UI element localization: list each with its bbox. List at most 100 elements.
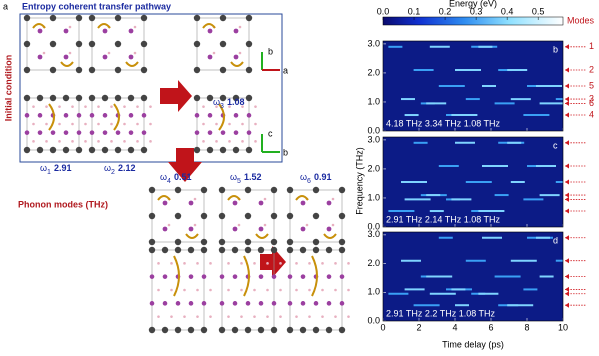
- atom: [114, 66, 122, 74]
- arrowhead: [565, 274, 569, 279]
- atom: [42, 51, 46, 55]
- motion-arrow: [311, 255, 318, 297]
- atom: [339, 274, 345, 279]
- atom: [286, 212, 294, 220]
- symbol: ω: [104, 163, 111, 173]
- value: 1.08: [227, 97, 245, 107]
- atom: [263, 223, 267, 227]
- value: 0.91: [314, 172, 332, 182]
- atom: [88, 40, 96, 48]
- atom: [37, 28, 43, 34]
- atom: [300, 274, 306, 279]
- atom: [187, 246, 195, 254]
- axis-letter: a: [283, 65, 288, 75]
- atom: [305, 223, 309, 227]
- atom: [76, 113, 82, 118]
- atom: [149, 274, 155, 279]
- arrowhead: [565, 235, 569, 241]
- atom: [174, 246, 182, 254]
- motion-arrow: [202, 23, 216, 29]
- motion-arrow: [32, 23, 46, 29]
- atom: [102, 113, 108, 118]
- atom: [232, 301, 238, 306]
- atom: [227, 315, 230, 318]
- atom: [123, 105, 126, 108]
- motion-arrow: [157, 195, 171, 201]
- atom: [140, 66, 148, 74]
- atom: [201, 301, 207, 306]
- atom: [338, 212, 346, 220]
- mode-label: ω2 2.12: [104, 163, 135, 175]
- atom: [32, 105, 35, 108]
- atom: [157, 315, 160, 318]
- atom: [140, 14, 148, 22]
- x-tick-label: 4: [452, 322, 457, 332]
- colorbar: [382, 16, 564, 26]
- atom: [232, 94, 240, 102]
- atom: [170, 288, 173, 292]
- atom: [312, 212, 320, 220]
- atom: [215, 122, 218, 126]
- y-tick-label: 2.0: [367, 163, 380, 173]
- atom: [114, 14, 122, 22]
- atom: [62, 94, 70, 102]
- colorbar-tick-label: 0.5: [532, 6, 545, 16]
- panel-frame: [382, 231, 564, 322]
- atom: [227, 288, 230, 292]
- arrowhead: [565, 100, 569, 106]
- atom: [321, 288, 324, 292]
- axis-letter: b: [283, 147, 288, 157]
- atom: [241, 122, 244, 126]
- value: 2.12: [118, 163, 136, 173]
- atom: [200, 238, 208, 246]
- atom: [175, 301, 181, 306]
- subscript: 2: [111, 169, 115, 176]
- atom: [258, 226, 264, 232]
- colorbar-title: Energy (eV): [449, 0, 497, 8]
- atom: [37, 113, 43, 118]
- atom: [295, 288, 298, 292]
- atom: [161, 246, 169, 254]
- panel-note: 2.91 THz 2.14 THz 1.08 THz: [386, 214, 501, 224]
- arrow: [160, 80, 192, 112]
- phonon-label: Phonon modes (THz): [18, 199, 108, 209]
- atom: [287, 274, 293, 279]
- atom: [266, 315, 269, 318]
- x-tick-label: 2: [416, 322, 421, 332]
- motion-arrow: [60, 61, 74, 67]
- atom: [338, 246, 346, 254]
- atom: [312, 326, 320, 334]
- atom: [194, 130, 200, 135]
- y-tick-label: 1.0: [367, 192, 380, 202]
- atom: [334, 288, 337, 292]
- atom: [300, 200, 306, 206]
- atom: [232, 226, 238, 232]
- atom: [300, 226, 306, 232]
- mode-label: 2: [589, 64, 594, 74]
- atom: [115, 130, 121, 135]
- atom: [206, 94, 214, 102]
- atom: [75, 94, 83, 102]
- mode-label: 4: [589, 109, 594, 119]
- atom: [254, 122, 257, 126]
- atom: [24, 113, 30, 118]
- atom: [233, 28, 239, 34]
- atom: [68, 25, 72, 29]
- atom: [300, 301, 306, 306]
- atom: [218, 212, 226, 220]
- colorbar-tick-label: 0.3: [470, 6, 483, 16]
- y-tick-label: 0.0: [367, 125, 380, 135]
- motion-arrow: [243, 255, 250, 297]
- atom: [133, 25, 137, 29]
- atom: [231, 326, 239, 334]
- atom: [347, 315, 350, 318]
- atom: [233, 130, 239, 135]
- atom: [207, 130, 213, 135]
- atom: [162, 226, 168, 232]
- atom: [23, 146, 31, 154]
- arrowhead: [565, 140, 569, 146]
- atom: [206, 146, 214, 154]
- atom: [326, 200, 332, 206]
- motion-arrow: [185, 233, 199, 239]
- atom: [193, 14, 201, 22]
